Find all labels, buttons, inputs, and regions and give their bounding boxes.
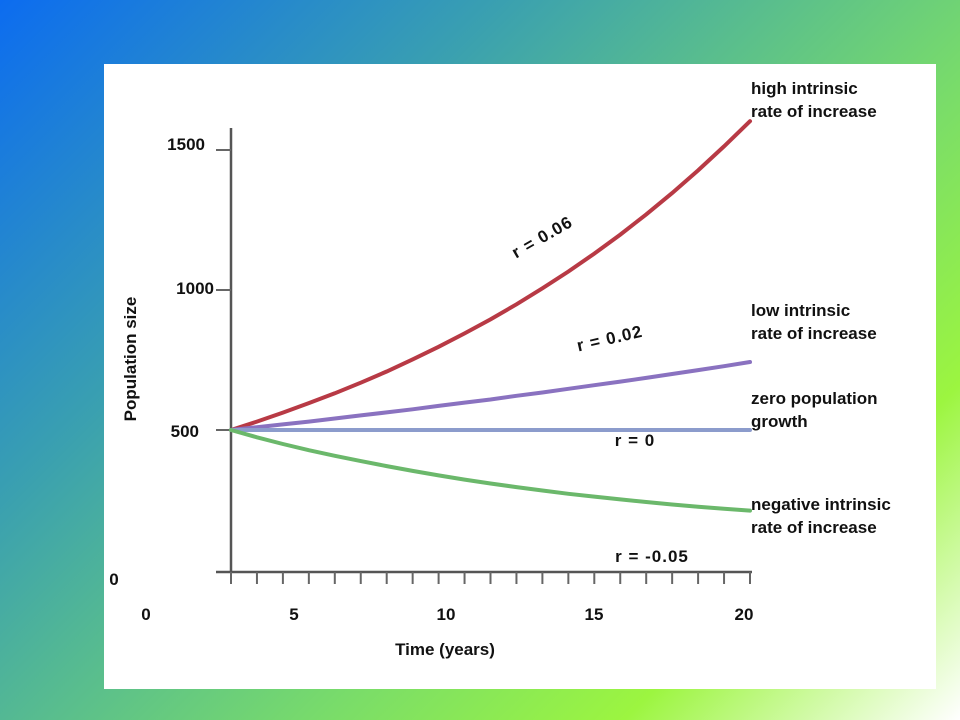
curve-annotation: low intrinsic <box>751 301 850 320</box>
ticks: 0 5 10 15 20 0 500 1000 1500 <box>109 135 753 624</box>
curve-annotation: high intrinsic <box>751 79 858 98</box>
series-line <box>229 360 752 432</box>
curve-annotation: growth <box>751 412 808 431</box>
curve-annotation: zero population <box>751 389 878 408</box>
curve-annotation: rate of increase <box>751 324 877 343</box>
curve-annotation: rate of increase <box>751 102 877 121</box>
axes <box>216 128 752 574</box>
x-tick-label: 20 <box>735 605 754 624</box>
series-label: r = 0.02 <box>575 322 645 356</box>
y-axis-label: Population size <box>121 297 140 422</box>
y-tick-label: 1500 <box>167 135 205 154</box>
curve-annotation: negative intrinsic <box>751 495 891 514</box>
chart-panel: 0 5 10 15 20 0 500 1000 1500 r = 0.06 r = 0.02 r =… <box>104 64 936 689</box>
curve-annotation: rate of increase <box>751 518 877 537</box>
y-tick-label: 500 <box>171 422 199 441</box>
series-label: r = -0.05 <box>615 547 689 566</box>
x-tick-label: 10 <box>437 605 456 624</box>
x-axis-label: Time (years) <box>395 640 495 659</box>
series-label: r = 0 <box>615 431 655 450</box>
y-tick-label: 0 <box>109 570 118 589</box>
series-label: r = 0.06 <box>508 212 576 262</box>
series-line <box>229 428 752 513</box>
y-tick-label: 1000 <box>176 279 214 298</box>
x-tick-label: 0 <box>141 605 150 624</box>
x-tick-label: 5 <box>289 605 298 624</box>
population-growth-chart: 0 5 10 15 20 0 500 1000 1500 r = 0.06 r = 0.02 r =… <box>109 79 891 659</box>
series-lines <box>229 119 752 513</box>
series-line <box>229 119 752 432</box>
x-tick-label: 15 <box>585 605 604 624</box>
